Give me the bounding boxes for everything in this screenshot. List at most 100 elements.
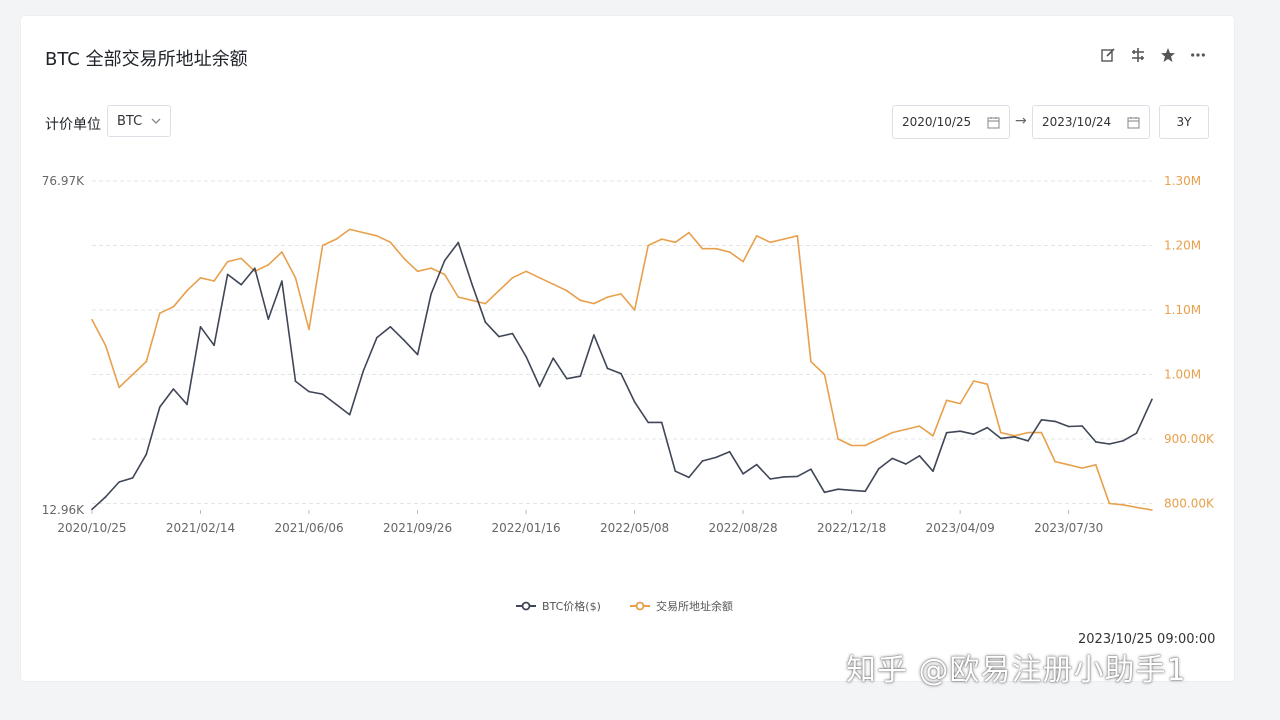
data-point-2022-06-19 [674,470,677,473]
data-point-2022-09-11 [755,235,758,237]
data-point-2021-12-05 [484,302,487,305]
data-point-2020-10-25 [91,318,93,321]
data-point-2021-06-20 [321,393,324,395]
data-point-2022-03-13 [579,299,582,302]
data-point-2022-10-23 [796,475,799,478]
data-point-2022-09-11 [755,463,758,466]
data-point-2021-09-12 [403,257,405,260]
unit-select[interactable]: BTC [107,105,171,137]
start-date-input[interactable]: 2020/10/25 [892,105,1010,139]
data-point-2023-03-12 [932,435,934,437]
data-point-2021-01-03 [159,312,161,315]
data-point-2022-03-27 [593,334,595,336]
data-point-2020-11-08 [104,496,107,498]
x-tick-label: 2022/01/16 [491,521,560,535]
series-balance [91,228,1153,511]
data-point-2021-03-28 [240,257,243,260]
data-point-2020-11-08 [104,344,107,347]
data-point-2022-11-20 [823,373,826,376]
data-point-2021-11-07 [457,241,460,244]
data-point-2023-02-12 [905,428,907,431]
data-point-2022-04-24 [620,372,622,375]
right-tick-label: 800.00K [1164,497,1215,511]
legend-label: BTC价格($) [542,599,601,613]
data-point-2021-03-14 [226,273,229,276]
data-point-2022-05-22 [647,421,649,424]
data-point-2022-01-02 [511,276,514,279]
end-date-value: 2023/10/24 [1042,115,1112,129]
data-point-2023-05-07 [986,383,989,386]
series-line-balance [91,228,1153,511]
data-point-2022-06-05 [660,238,663,240]
data-point-2021-10-10 [430,267,432,269]
data-point-2021-11-21 [471,282,473,285]
x-tick-label: 2023/07/30 [1034,521,1103,535]
data-point-2022-06-19 [674,241,677,244]
data-point-2023-01-15 [877,438,880,440]
data-point-2023-01-15 [877,467,880,470]
end-date-input[interactable]: 2023/10/24 [1032,105,1150,139]
data-point-2021-09-26 [416,353,419,356]
data-point-2023-07-30 [1067,464,1070,466]
data-point-2023-04-09 [959,402,961,405]
data-point-2021-05-09 [281,280,283,282]
legend-label: 交易所地址余额 [656,599,733,613]
data-point-2022-01-16 [525,355,527,358]
data-point-2023-07-16 [1054,460,1056,463]
data-point-2023-09-24 [1122,504,1124,506]
range-3y-button[interactable]: 3Y [1159,105,1209,139]
x-tick-label: 2022/12/18 [817,521,886,535]
data-point-2021-03-28 [240,283,243,286]
x-tick-label: 2022/05/08 [600,521,669,535]
data-point-2022-05-22 [647,244,649,247]
data-point-2021-10-10 [430,293,432,295]
x-tick-label: 2021/02/14 [166,521,235,535]
data-point-2021-09-12 [403,339,405,341]
range-arrow-icon: → [1015,113,1027,129]
star-icon[interactable] [1160,47,1176,63]
data-point-2021-01-31 [186,403,188,406]
data-point-2022-04-10 [606,296,609,298]
data-point-2022-02-13 [552,357,555,359]
data-point-2022-12-04 [837,438,839,440]
split-icon[interactable] [1130,47,1146,63]
data-point-2023-05-21 [1000,431,1002,434]
data-point-2021-04-25 [267,264,270,266]
data-point-2023-10-24 [1151,398,1153,401]
data-point-2020-11-22 [118,481,120,483]
legend-item-balance[interactable]: 交易所地址余额 [630,599,733,613]
data-point-2021-02-14 [199,326,202,328]
data-point-2021-08-01 [362,370,365,372]
data-point-2022-07-17 [701,460,704,462]
right-tick-label: 900.00K [1164,432,1215,446]
chevron-down-icon [151,118,161,124]
data-point-2023-04-23 [972,380,975,382]
left-tick-label: 12.96K [42,503,85,517]
left-axis: 76.97K 12.96K [42,174,85,517]
more-icon[interactable] [1190,47,1206,63]
data-point-2020-12-20 [145,360,148,363]
data-point-2022-04-24 [620,293,622,295]
data-point-2023-02-12 [905,463,907,465]
data-point-2023-02-26 [918,425,921,427]
grid-lines [92,180,1152,505]
data-point-2022-06-05 [660,421,663,424]
data-point-2022-07-03 [688,231,690,234]
data-point-2023-06-18 [1027,431,1029,434]
data-point-2020-12-20 [145,453,148,456]
data-point-2021-01-31 [186,289,188,292]
legend-item-price[interactable]: BTC价格($) [516,599,601,613]
data-point-2021-04-11 [253,267,256,270]
data-point-2023-06-18 [1027,440,1029,442]
data-point-2021-02-28 [213,344,215,347]
x-axis: 2020/10/25 2021/02/14 2021/06/06 2021/09/26… [57,510,1103,535]
edit-icon[interactable] [1100,47,1116,63]
data-point-2023-01-01 [864,490,866,493]
data-point-2021-11-07 [457,296,460,298]
x-tick-label: 2023/04/09 [926,521,995,535]
data-point-2023-05-07 [986,426,989,429]
data-point-2023-09-24 [1122,440,1124,442]
data-point-2022-08-28 [742,473,744,475]
data-point-2023-05-21 [1000,437,1002,440]
data-point-2022-01-30 [538,276,541,279]
